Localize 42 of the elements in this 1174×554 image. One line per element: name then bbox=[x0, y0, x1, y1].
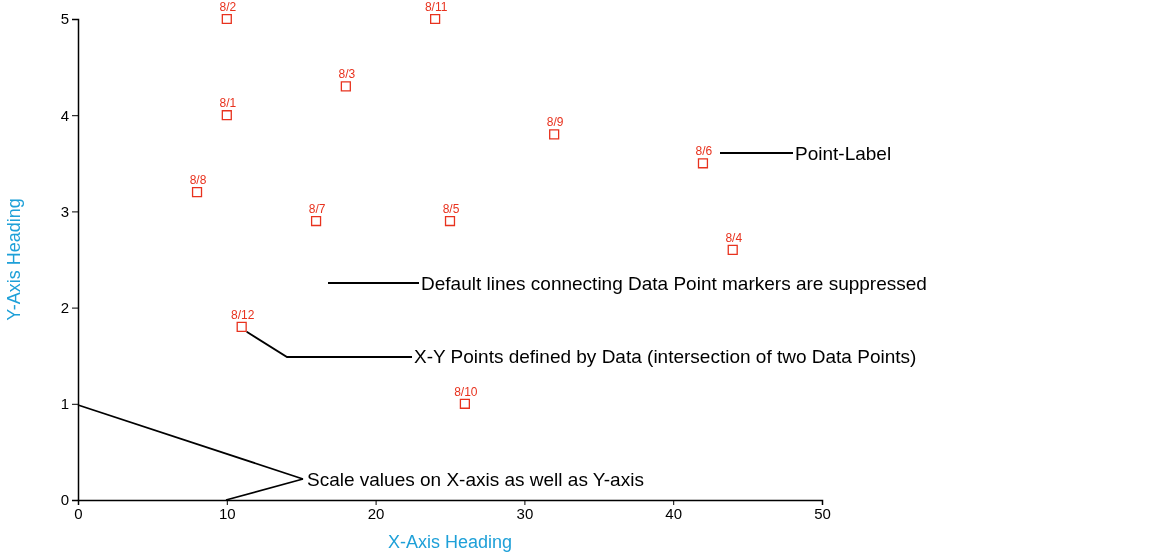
y-tick-label: 1 bbox=[60, 395, 69, 413]
x-tick-label: 0 bbox=[74, 504, 83, 522]
point bbox=[549, 129, 560, 140]
y-tick-label: 2 bbox=[60, 298, 69, 316]
y-tick-label: 0 bbox=[60, 491, 69, 509]
point bbox=[236, 321, 247, 332]
point bbox=[221, 13, 232, 25]
x-tick-label: 40 bbox=[665, 504, 683, 522]
annotation: 8/11 bbox=[424, 0, 448, 14]
x-tick-label: 50 bbox=[814, 504, 831, 522]
y-tick-label: 5 bbox=[60, 10, 69, 28]
annotation: Scale values on X-axis as well as Y-axis bbox=[307, 469, 644, 490]
point bbox=[310, 215, 322, 227]
point bbox=[221, 110, 232, 121]
annotation: 8/6 bbox=[695, 144, 713, 159]
annotation: 8/1 bbox=[219, 96, 237, 111]
annotation: 8/2 bbox=[219, 0, 237, 14]
annotation: 8/4 bbox=[725, 230, 743, 245]
x-tick-label: 30 bbox=[516, 504, 534, 522]
annotation: 8/9 bbox=[546, 115, 564, 130]
annotation: 8/12 bbox=[231, 307, 255, 322]
x-axis-title: X-Axis Heading bbox=[387, 532, 513, 552]
x-tick-label: 20 bbox=[367, 504, 385, 522]
y-axis-title: Y-Axis Heading bbox=[4, 198, 24, 321]
annotation: X-Y Points defined by Data (intersection of two Data Points) bbox=[414, 346, 917, 367]
annotation: 8/5 bbox=[442, 202, 460, 217]
point bbox=[727, 244, 738, 255]
annotation: 8/7 bbox=[308, 202, 326, 217]
point bbox=[444, 215, 456, 227]
y-tick-label: 3 bbox=[60, 202, 69, 220]
point bbox=[340, 81, 351, 92]
point bbox=[697, 158, 709, 169]
point bbox=[191, 187, 203, 198]
annotation: 8/3 bbox=[338, 67, 356, 82]
annotation: Point-Label bbox=[795, 143, 892, 164]
annotation: 8/8 bbox=[189, 173, 207, 188]
point bbox=[459, 398, 470, 409]
annotation: 8/10 bbox=[454, 384, 478, 399]
point bbox=[430, 13, 441, 25]
x-tick-label: 10 bbox=[218, 504, 236, 522]
y-tick-label: 4 bbox=[60, 106, 69, 124]
annotation: Default lines connecting Data Point markers are suppressed bbox=[421, 273, 927, 294]
